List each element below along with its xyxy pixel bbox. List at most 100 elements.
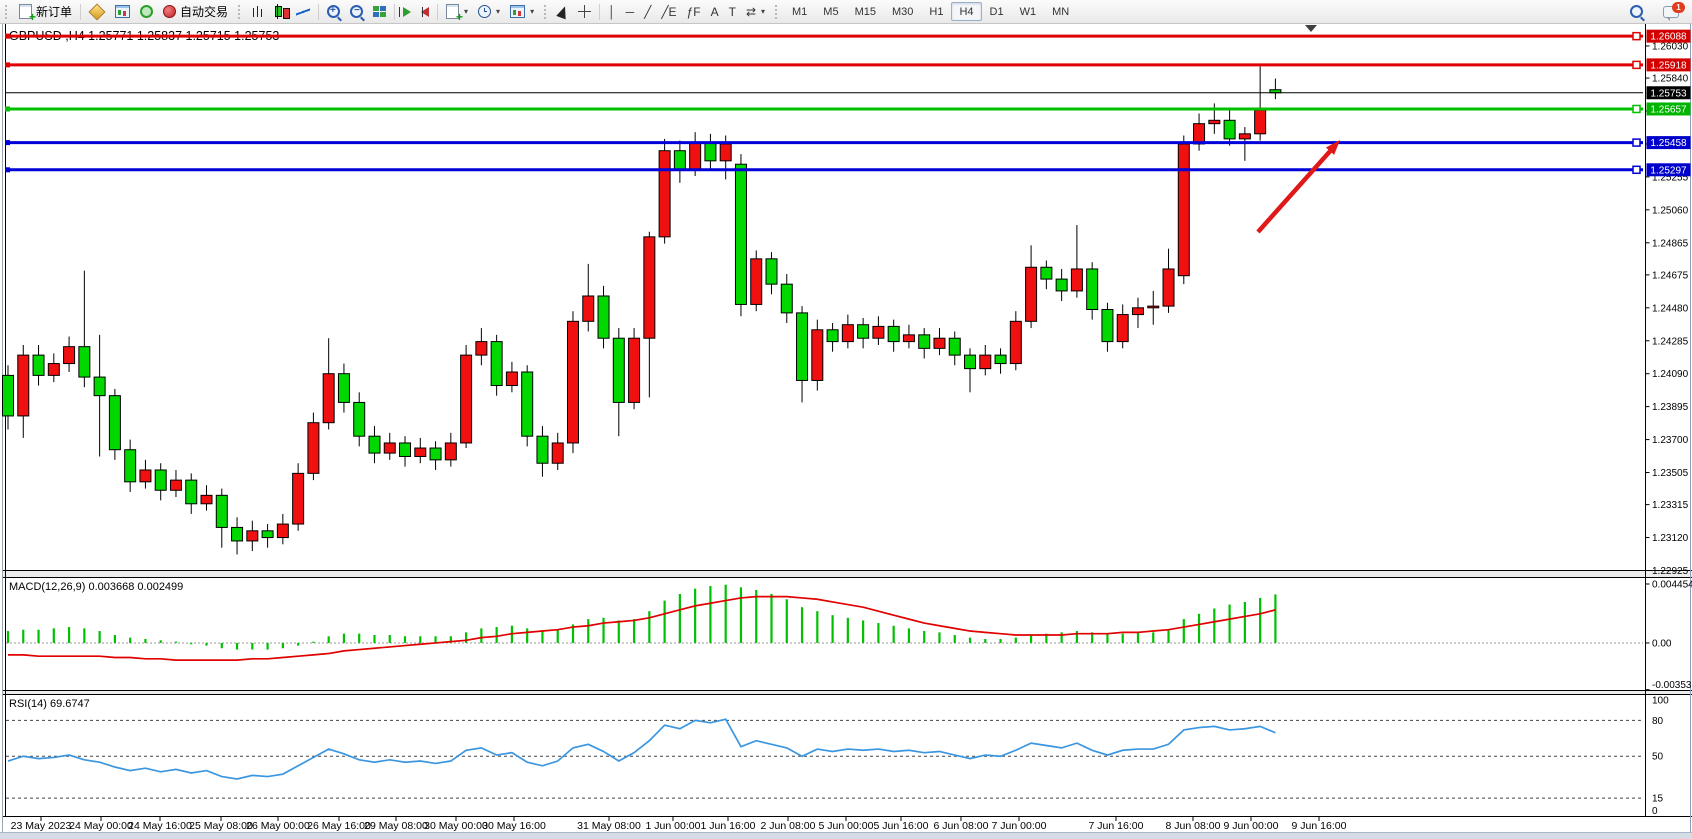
arrows-tool[interactable]: ⇄ ▾ — [741, 2, 770, 21]
bar-chart-button[interactable] — [247, 2, 269, 21]
vertical-line-tool[interactable]: │ — [603, 2, 621, 21]
new-order-button[interactable]: 新订单 — [14, 2, 77, 24]
fibonacci-tool[interactable]: ƒF — [682, 2, 706, 21]
rsi-label: RSI(14) 69.6747 — [9, 698, 90, 710]
separator — [437, 3, 439, 20]
text-label-tool[interactable]: T — [724, 2, 741, 21]
svg-text:0: 0 — [1652, 806, 1658, 817]
price-badge-1.25657: 1.25657 — [1646, 102, 1691, 116]
svg-text:1.25255: 1.25255 — [1652, 172, 1689, 183]
zoom-out-button[interactable] — [345, 2, 368, 21]
svg-text:1.25297: 1.25297 — [1650, 165, 1687, 176]
price-level-line-1.25918[interactable] — [5, 60, 1643, 70]
autotrading-button[interactable]: 自动交易 — [158, 2, 233, 21]
crosshair-icon — [578, 5, 592, 18]
timeframe-m15[interactable]: M15 — [847, 2, 884, 21]
svg-text:1.23700: 1.23700 — [1652, 435, 1689, 446]
timeframe-w1[interactable]: W1 — [1012, 2, 1045, 21]
timeframe-h1[interactable]: H1 — [921, 2, 951, 21]
svg-text:1.24285: 1.24285 — [1652, 336, 1689, 347]
svg-text:1.24480: 1.24480 — [1652, 303, 1689, 314]
cursor-button[interactable] — [553, 2, 573, 21]
svg-text:50: 50 — [1652, 752, 1664, 763]
horizontal-line-tool-icon: ─ — [625, 4, 635, 19]
new-chart-button[interactable] — [84, 2, 110, 21]
svg-text:1.23505: 1.23505 — [1652, 468, 1689, 479]
new-order-label: 新订单 — [36, 5, 73, 19]
search-button[interactable] — [1625, 2, 1648, 21]
timeframe-mn[interactable]: MN — [1044, 2, 1077, 21]
horizontal-line-tool[interactable]: ─ — [621, 2, 640, 21]
svg-text:1.23315: 1.23315 — [1652, 500, 1689, 511]
window-bottom-edge — [0, 832, 1692, 839]
separator — [80, 3, 82, 20]
svg-text:1.26030: 1.26030 — [1652, 41, 1689, 52]
price-level-line-1.25458[interactable] — [5, 138, 1643, 147]
timeframe-d1[interactable]: D1 — [982, 2, 1012, 21]
line-chart-button[interactable] — [291, 2, 315, 21]
price-level-line-1.25657[interactable] — [5, 104, 1643, 114]
chart-shift-icon — [421, 6, 430, 17]
candlestick-button[interactable] — [269, 2, 291, 21]
signals-button[interactable] — [135, 2, 158, 21]
svg-text:1.24865: 1.24865 — [1652, 238, 1689, 249]
trendline-tool[interactable]: ╱ — [639, 2, 656, 21]
toolbar-grip — [5, 4, 10, 19]
svg-text:24 May 00:00: 24 May 00:00 — [69, 820, 133, 832]
chat-icon: 1 — [1663, 1, 1685, 21]
svg-text:-0.003533: -0.003533 — [1652, 680, 1692, 691]
profiles-button[interactable] — [110, 2, 135, 21]
chart-shift-button[interactable] — [416, 2, 434, 21]
line-chart-icon — [296, 5, 311, 18]
rsi-panel: 100 80 50 150 RSI(14) 69.6747 — [6, 695, 1669, 817]
svg-text:80: 80 — [1652, 716, 1664, 727]
templates-button[interactable]: ▾ — [505, 2, 539, 21]
text-tool[interactable]: A — [706, 2, 724, 21]
notifications-button[interactable]: 1 — [1658, 1, 1685, 21]
timeframe-m5[interactable]: M5 — [815, 2, 846, 21]
zoom-in-button[interactable] — [322, 2, 345, 21]
equidistant-channel-tool-icon: ╱E — [661, 4, 677, 19]
svg-text:2 Jun 08:00: 2 Jun 08:00 — [761, 820, 816, 832]
signal-icon — [140, 5, 154, 18]
candles — [2, 66, 1282, 555]
candlestick-icon — [275, 4, 291, 19]
price-level-line-1.26088[interactable] — [5, 31, 1643, 41]
svg-text:29 May 08:00: 29 May 08:00 — [364, 820, 428, 832]
equidistant-channel-tool[interactable]: ╱E — [656, 2, 681, 21]
tile-windows-button[interactable] — [368, 2, 391, 21]
macd-panel: MACD(12,26,9) 0.003668 0.002499 0.004454 0… — [6, 579, 1692, 691]
timeframe-m30[interactable]: M30 — [884, 2, 921, 21]
notification-badge: 1 — [1672, 1, 1685, 13]
svg-text:5 Jun 00:00: 5 Jun 00:00 — [819, 820, 874, 832]
price-badge-1.25297: 1.25297 — [1646, 163, 1691, 177]
svg-text:30 May 16:00: 30 May 16:00 — [482, 820, 546, 832]
bar-chart-icon — [252, 5, 265, 18]
price-level-line-1.25297[interactable] — [5, 165, 1643, 175]
chart-shift-marker[interactable] — [1305, 25, 1317, 32]
macd-label: MACD(12,26,9) 0.003668 0.002499 — [9, 581, 183, 593]
trend-arrow[interactable] — [1256, 140, 1340, 234]
svg-text:9 Jun 00:00: 9 Jun 00:00 — [1224, 820, 1279, 832]
price-panel: GBPUSD ,H4 1.25771 1.25837 1.25715 1.257… — [2, 25, 1691, 577]
timeframe-m1[interactable]: M1 — [784, 2, 815, 21]
indicators-button[interactable]: ▾ — [441, 2, 473, 24]
auto-scroll-button[interactable] — [398, 2, 416, 21]
tile-windows-icon — [373, 5, 387, 18]
svg-text:26 May 16:00: 26 May 16:00 — [307, 820, 371, 832]
periods-button[interactable]: ▾ — [473, 2, 505, 21]
trendline-tool-icon: ╱ — [644, 4, 652, 19]
svg-text:1.25060: 1.25060 — [1652, 205, 1689, 216]
svg-text:24 May 16:00: 24 May 16:00 — [128, 820, 192, 832]
crosshair-button[interactable] — [573, 2, 596, 21]
svg-text:1.24090: 1.24090 — [1652, 369, 1689, 380]
svg-text:0.00: 0.00 — [1652, 638, 1672, 649]
text-tool-icon: A — [710, 4, 719, 19]
timeframe-h4[interactable]: H4 — [951, 2, 982, 21]
svg-text:6 Jun 08:00: 6 Jun 08:00 — [934, 820, 989, 832]
svg-text:1 Jun 00:00: 1 Jun 00:00 — [646, 820, 701, 832]
svg-text:30 May 00:00: 30 May 00:00 — [424, 820, 488, 832]
